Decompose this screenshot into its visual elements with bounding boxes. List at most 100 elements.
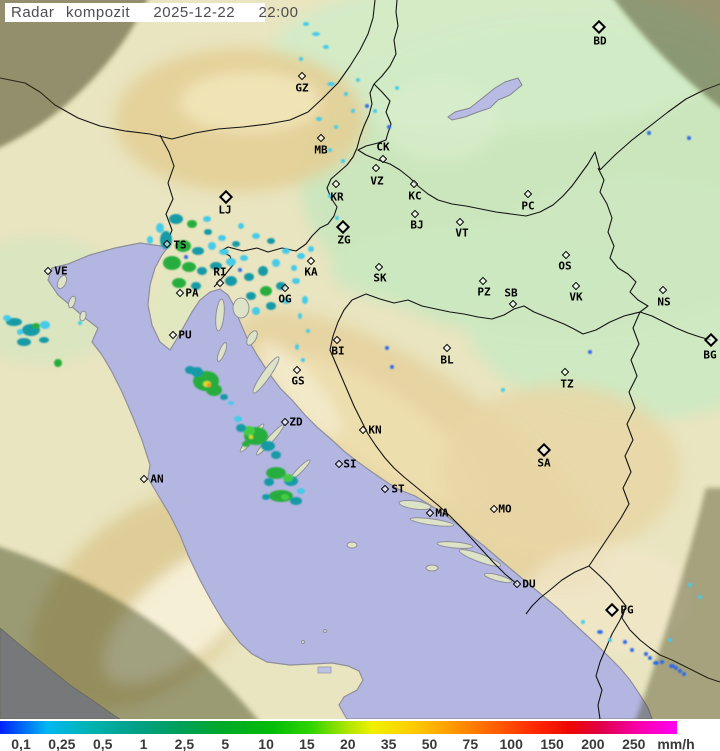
- echo-blob: [390, 365, 394, 369]
- echo-blob: [312, 32, 320, 36]
- city-label-KN: KN: [368, 423, 382, 437]
- echo-blob: [208, 242, 216, 250]
- legend-value: 10: [258, 736, 274, 751]
- echo-blob: [373, 109, 377, 113]
- city-label-OS: OS: [558, 259, 572, 273]
- city-label-SI: SI: [343, 457, 357, 471]
- echo-blob: [252, 307, 260, 315]
- city-label-LJ: LJ: [218, 203, 232, 217]
- echo-blob: [3, 315, 11, 321]
- echo-blob: [295, 344, 299, 350]
- echo-blob: [344, 92, 348, 96]
- city-label-TZ: TZ: [560, 377, 574, 391]
- city-label-KC: KC: [408, 189, 422, 203]
- echo-blob: [218, 235, 226, 241]
- echo-blob: [163, 256, 181, 270]
- city-label-CK: CK: [376, 140, 390, 154]
- echo-blob: [298, 313, 302, 319]
- echo-blob: [501, 388, 505, 392]
- city-label-PC: PC: [521, 199, 535, 213]
- echo-blob: [169, 214, 183, 224]
- echo-blob: [258, 266, 268, 276]
- legend-value: 2,5: [174, 736, 195, 751]
- legend-value: 100: [499, 736, 523, 751]
- echo-blob: [203, 216, 211, 222]
- echo-blob: [271, 451, 281, 459]
- echo-blob: [327, 82, 335, 86]
- echo-blob: [243, 426, 255, 436]
- echo-blob: [39, 337, 49, 343]
- echo-blob: [32, 323, 40, 329]
- city-label-BJ: BJ: [410, 218, 424, 232]
- echo-blob: [308, 246, 314, 252]
- echo-blob: [175, 240, 191, 252]
- echo-blob: [182, 262, 196, 272]
- echo-blob: [207, 383, 211, 387]
- echo-blob: [316, 117, 322, 121]
- city-label-RI: RI: [213, 265, 227, 279]
- echo-blob: [236, 424, 246, 432]
- echo-blob: [272, 259, 280, 267]
- city-label-SK: SK: [373, 271, 387, 285]
- echo-blob: [266, 302, 276, 310]
- echo-blob: [292, 278, 300, 284]
- echo-blob: [234, 416, 242, 422]
- echo-blob: [387, 125, 391, 129]
- echo-blob: [644, 652, 648, 656]
- echo-blob: [302, 296, 308, 304]
- echo-blob: [78, 321, 82, 325]
- echo-blob: [365, 104, 369, 108]
- echo-blob: [669, 664, 675, 668]
- city-label-SA: SA: [537, 456, 551, 470]
- basemap: [0, 0, 720, 719]
- echo-blob: [238, 268, 242, 272]
- legend-value: 35: [380, 736, 397, 751]
- legend-value: 5: [221, 736, 230, 751]
- city-label-ZD: ZD: [289, 415, 303, 429]
- title-text: Radar kompozit 2025-12-22 22:00: [11, 4, 299, 21]
- echo-blob: [244, 273, 254, 281]
- echo-blob: [648, 656, 652, 660]
- echo-blob: [226, 258, 236, 266]
- legend-unit: mm/h: [657, 736, 695, 751]
- echo-blob: [341, 159, 345, 163]
- echo-blob: [323, 45, 329, 49]
- echo-blob: [40, 321, 50, 329]
- echo-blob: [262, 494, 270, 500]
- echo-blob: [172, 278, 186, 288]
- echo-blob: [242, 441, 250, 447]
- city-label-VT: VT: [455, 226, 469, 240]
- echo-blob: [232, 241, 240, 247]
- echo-blob: [608, 638, 612, 642]
- legend-value: 75: [462, 736, 479, 751]
- echo-blob: [297, 253, 305, 259]
- echo-blob: [204, 229, 212, 235]
- city-label-BD: BD: [593, 34, 607, 48]
- city-label-PZ: PZ: [477, 285, 491, 299]
- echo-blob: [156, 223, 164, 233]
- echo-blob: [306, 329, 310, 333]
- echo-blob: [597, 630, 603, 634]
- echo-blob: [225, 276, 237, 286]
- echo-blob: [246, 292, 256, 300]
- city-label-PA: PA: [185, 286, 199, 300]
- echo-blob: [240, 255, 248, 261]
- legend-value: 50: [421, 736, 438, 751]
- city-label-PG: PG: [620, 603, 634, 617]
- echo-blob: [291, 265, 297, 271]
- radar-map: BD GZ MB CK VZ KC PC LJ KR BJ VT ZG TS OS VE RI KA SK PA OG…: [0, 0, 720, 719]
- echo-blob: [192, 247, 204, 255]
- city-label-BL: BL: [440, 353, 454, 367]
- city-label-OG: OG: [278, 292, 292, 306]
- echo-blob: [290, 497, 302, 505]
- city-label-GZ: GZ: [295, 81, 309, 95]
- city-label-SB: SB: [504, 286, 518, 300]
- echo-blob: [581, 620, 585, 624]
- radar-echoes: [3, 22, 702, 676]
- echo-blob: [282, 298, 290, 304]
- echo-blob: [351, 109, 355, 113]
- echo-blob: [147, 236, 153, 244]
- echo-blob: [297, 488, 305, 494]
- legend-value: 0,5: [92, 736, 113, 751]
